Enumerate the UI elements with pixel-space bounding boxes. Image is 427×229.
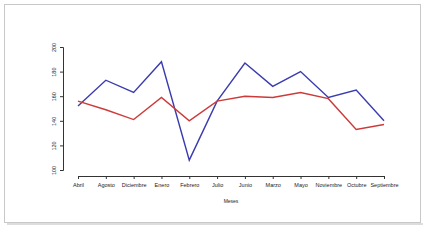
x-tick-label: Diciembre [122, 182, 147, 188]
y-tick-mark [60, 121, 63, 122]
x-tick-mark [106, 176, 107, 179]
frame-shadow [7, 223, 423, 225]
x-tick: Noviembre [316, 176, 343, 188]
y-tick-mark [60, 47, 63, 48]
x-tick-label: Mayo [294, 182, 307, 188]
chart: Abril Agosto Diciembre Enero Febrero Julio Jun… [0, 0, 427, 229]
x-tick: Julio [212, 176, 223, 188]
y-tick-label: 180 [51, 68, 57, 77]
x-tick: Marzo [266, 176, 281, 188]
x-tick-mark [245, 176, 246, 179]
y-tick-mark [60, 72, 63, 73]
x-tick: Diciembre [122, 176, 147, 188]
x-tick: Enero [155, 176, 170, 188]
plot-area [78, 62, 384, 160]
y-tick-label: 120 [51, 141, 57, 150]
x-tick: Mayo [294, 176, 307, 188]
x-tick-mark [217, 176, 218, 179]
x-tick-label: Julio [212, 182, 223, 188]
series-line [78, 93, 384, 130]
x-tick-label: Febrero [180, 182, 199, 188]
x-tick-label: Octubre [347, 182, 367, 188]
y-axis-line [60, 48, 64, 171]
x-tick-mark [161, 176, 162, 179]
y-tick: 180 [51, 68, 63, 77]
y-tick-label: 160 [51, 92, 57, 101]
series-line [78, 62, 384, 160]
y-tick-label: 100 [51, 166, 57, 175]
y-tick-mark [60, 145, 63, 146]
x-axis-line [79, 177, 385, 180]
y-axis: 100 120 140 160 180 200 [51, 43, 64, 175]
y-tick-label: 140 [51, 117, 57, 126]
x-tick-mark [301, 176, 302, 179]
y-tick-mark [60, 170, 63, 171]
x-tick-mark [356, 176, 357, 179]
x-tick: Febrero [180, 176, 199, 188]
x-axis: Abril Agosto Diciembre Enero Febrero Julio Jun… [73, 176, 399, 188]
y-tick: 100 [51, 166, 63, 175]
x-tick-mark [189, 176, 190, 179]
x-tick-mark [328, 176, 329, 179]
x-tick: Junio [239, 176, 252, 188]
x-tick-label: Noviembre [316, 182, 343, 188]
x-tick: Septiembre [370, 176, 398, 188]
x-tick-label: Agosto [98, 182, 115, 188]
y-tick: 140 [51, 117, 63, 126]
y-tick: 200 [51, 43, 63, 52]
x-tick-label: Abril [73, 182, 84, 188]
x-tick-mark [78, 176, 79, 179]
x-tick: Octubre [347, 176, 367, 188]
y-tick: 120 [51, 141, 63, 150]
x-tick: Abril [73, 176, 84, 188]
x-tick-label: Junio [239, 182, 252, 188]
x-tick-mark [384, 176, 385, 179]
x-tick-label: Marzo [266, 182, 281, 188]
x-axis-title: Meses [224, 198, 239, 204]
x-tick-label: Enero [155, 182, 170, 188]
y-tick-label: 200 [51, 43, 57, 52]
x-tick-mark [273, 176, 274, 179]
y-tick-mark [60, 96, 63, 97]
x-tick-mark [134, 176, 135, 179]
x-tick-label: Septiembre [370, 182, 398, 188]
x-tick: Agosto [98, 176, 115, 188]
frame [5, 5, 421, 223]
y-tick: 160 [51, 92, 63, 101]
